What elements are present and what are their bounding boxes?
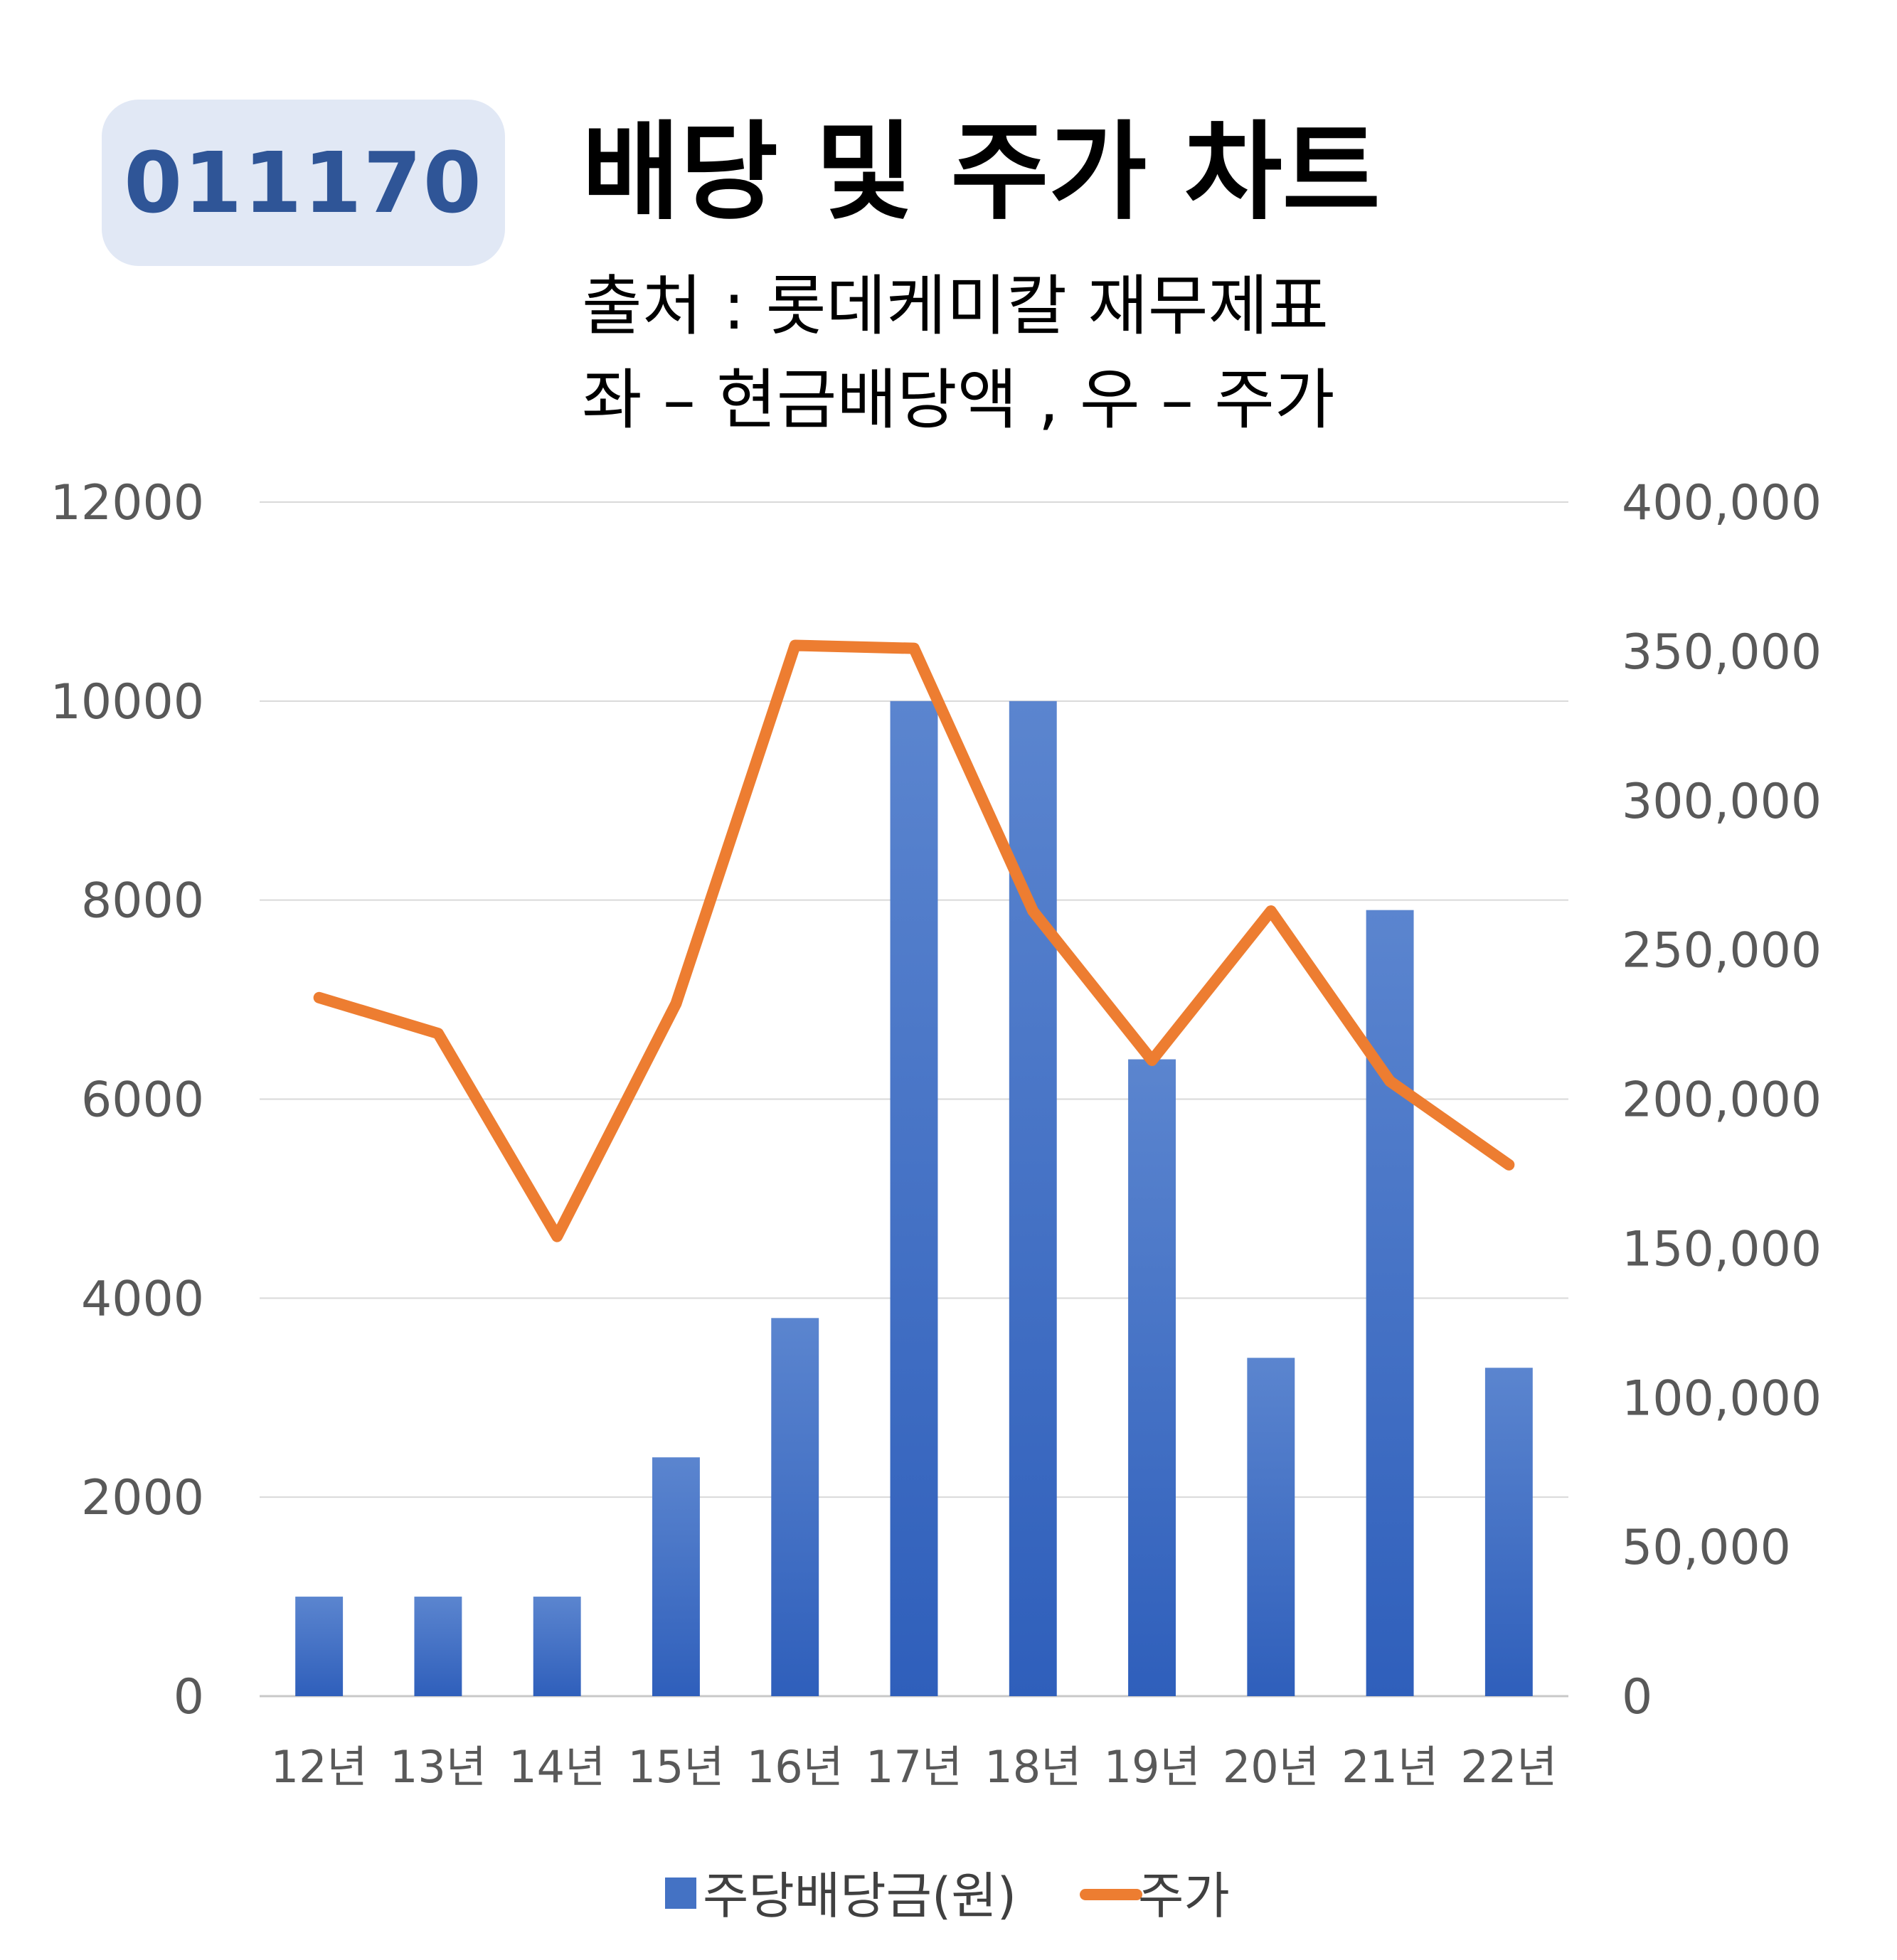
y-right-tick-label: 50,000: [1622, 1520, 1791, 1576]
price-point: [1151, 1059, 1153, 1061]
ticker-badge: 011170: [102, 100, 505, 266]
y-right-tick-label: 0: [1622, 1669, 1652, 1725]
x-tick-label: 19년: [1104, 1741, 1201, 1793]
bar: [771, 1318, 819, 1696]
x-tick-label: 13년: [390, 1741, 487, 1793]
bar: [890, 701, 938, 1697]
price-point: [1032, 910, 1034, 912]
y-right-tick-label: 150,000: [1622, 1221, 1822, 1277]
y-right-tick-label: 350,000: [1622, 624, 1822, 681]
bar: [533, 1597, 581, 1696]
y-right-tick-label: 200,000: [1622, 1072, 1822, 1129]
x-tick-label: 18년: [984, 1741, 1081, 1793]
y-right-tick-label: 250,000: [1622, 923, 1822, 979]
y-left-tick-label: 8000: [81, 873, 204, 930]
y-left-tick-label: 6000: [81, 1072, 204, 1129]
y-left-tick-label: 4000: [81, 1271, 204, 1327]
chart-source: 출처 : 롯데케미칼 재무제표: [582, 268, 1329, 344]
bar: [1128, 1059, 1176, 1696]
price-point: [913, 647, 915, 649]
bar: [652, 1457, 700, 1696]
x-tick-label: 17년: [866, 1741, 962, 1793]
legend-swatch-bar: [665, 1878, 696, 1909]
x-tick-label: 14년: [509, 1741, 605, 1793]
ticker-code: 011170: [124, 134, 483, 232]
y-left-tick-label: 10000: [51, 674, 204, 730]
y-right-tick-label: 300,000: [1622, 774, 1822, 830]
price-point: [794, 644, 796, 646]
chart-axes-note: 좌 – 현금배당액 , 우 – 주가: [582, 362, 1335, 438]
x-tick-label: 21년: [1341, 1741, 1438, 1793]
bar: [1366, 910, 1414, 1696]
price-point: [675, 1003, 677, 1005]
price-point: [556, 1235, 558, 1237]
bar: [295, 1597, 344, 1696]
y-left-tick-label: 12000: [51, 475, 204, 531]
bar: [414, 1597, 462, 1696]
x-tick-label: 12년: [271, 1741, 368, 1793]
price-point: [1508, 1163, 1510, 1166]
chart-title: 배당 및 주가 차트: [582, 111, 1381, 235]
x-tick-label: 15년: [627, 1741, 724, 1793]
y-left-tick-label: 2000: [81, 1470, 204, 1526]
y-left-tick-label: 0: [174, 1669, 204, 1725]
y-right-tick-label: 100,000: [1622, 1370, 1822, 1427]
bar: [1484, 1368, 1533, 1696]
bar: [1247, 1358, 1295, 1696]
x-tick-label: 22년: [1460, 1741, 1557, 1793]
x-tick-label: 20년: [1223, 1741, 1319, 1793]
price-point: [318, 996, 320, 998]
price-point: [1389, 1080, 1391, 1082]
legend-label-price: 주가: [1138, 1867, 1230, 1925]
price-point: [437, 1033, 439, 1035]
bar: [1009, 701, 1057, 1697]
y-right-tick-label: 400,000: [1622, 475, 1822, 531]
price-point: [1270, 910, 1272, 912]
x-tick-label: 16년: [747, 1741, 844, 1793]
legend-label-dividend: 주당배당금(원): [703, 1867, 1016, 1925]
